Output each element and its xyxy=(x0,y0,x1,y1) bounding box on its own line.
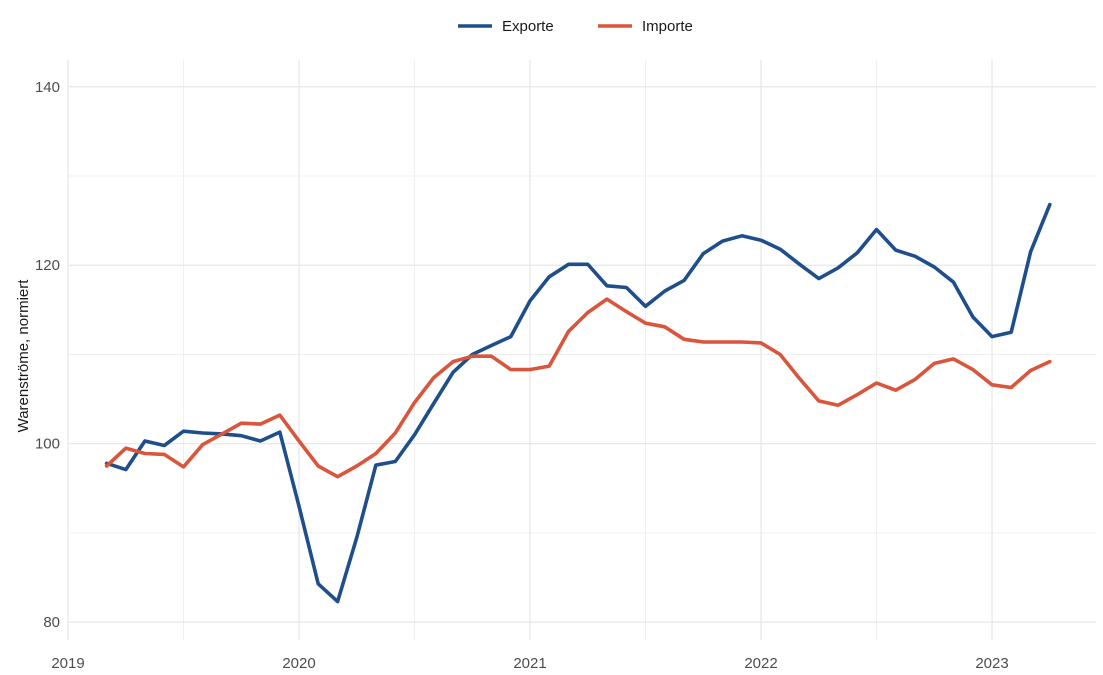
series-line-importe xyxy=(104,297,1052,479)
y-tick-label: 140 xyxy=(35,79,60,96)
legend-label-exporte: Exporte xyxy=(502,18,554,35)
x-tick-label: 2020 xyxy=(282,655,315,672)
y-tick-label: 120 xyxy=(35,257,60,274)
series-line-exporte xyxy=(104,202,1052,604)
x-tick-label: 2019 xyxy=(51,655,84,672)
legend: Exporte Importe xyxy=(458,18,693,35)
axes: 80 100 120 140 2019 2020 2021 2022 2023 xyxy=(35,79,1009,672)
y-tick-label: 100 xyxy=(35,436,60,453)
x-tick-label: 2023 xyxy=(975,655,1008,672)
series-lines xyxy=(104,202,1052,604)
y-axis-title: Warenströme, normiert xyxy=(15,279,32,433)
x-tick-label: 2021 xyxy=(513,655,546,672)
grid xyxy=(67,60,1096,640)
legend-label-importe: Importe xyxy=(642,18,693,35)
y-tick-label: 80 xyxy=(43,614,60,631)
x-tick-label: 2022 xyxy=(744,655,777,672)
